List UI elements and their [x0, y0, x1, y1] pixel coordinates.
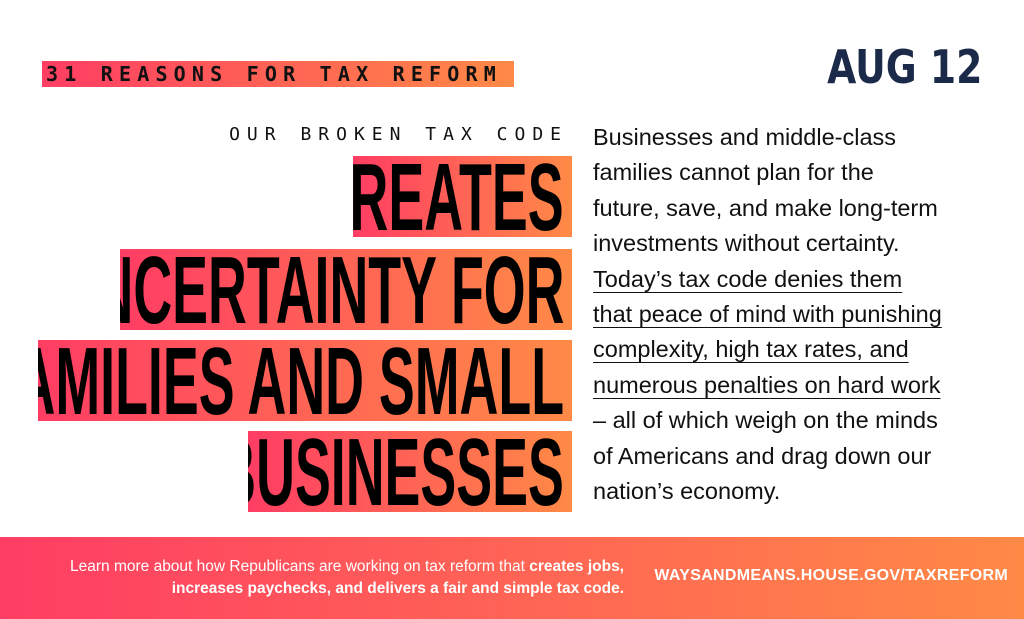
body-line: of Americans and drag down our — [593, 442, 932, 469]
footer-text-plain: Learn more about how Republicans are wor… — [70, 558, 530, 575]
body-line: nation’s economy. — [593, 478, 781, 505]
footer-url-link[interactable]: WAYSANDMEANS.HOUSE.GOV/TAXREFORM — [654, 567, 1008, 584]
body-line: Businesses and middle-class — [593, 124, 897, 150]
body-line: numerous penalties on hard work — [593, 371, 941, 398]
body-line: families cannot plan for the — [593, 159, 874, 186]
date-label: AUG 12 — [826, 40, 982, 94]
kicker: OUR BROKEN TAX CODE — [229, 124, 568, 145]
body-line: – all of which weigh on the minds — [593, 407, 938, 434]
body-text: Businesses and middle-class families cann… — [593, 120, 993, 509]
body-line: future, save, and make long-term — [593, 194, 938, 221]
footer-text: Learn more about how Republicans are wor… — [0, 556, 624, 600]
headline-line-1: CREATES — [353, 156, 572, 237]
headline-text: FAMILIES AND SMALL — [38, 340, 564, 421]
body-line: that peace of mind with punishing — [593, 301, 942, 328]
headline-line-4: BUSINESSES — [248, 431, 572, 512]
body-line: investments without certainty. — [593, 230, 900, 257]
footer-banner: Learn more about how Republicans are wor… — [0, 537, 1024, 619]
headline-text: BUSINESSES — [248, 431, 564, 512]
headline-text: CREATES — [353, 156, 564, 237]
headline-line-2: UNCERTAINTY FOR — [120, 249, 572, 330]
series-label: 31 REASONS FOR TAX REFORM — [42, 61, 514, 87]
body-line: complexity, high tax rates, and — [593, 336, 909, 363]
headline-line-3: FAMILIES AND SMALL — [38, 340, 572, 421]
footer-text-bold: creates jobs, increases paychecks, and d… — [171, 558, 624, 597]
headline-text: UNCERTAINTY FOR — [120, 249, 564, 330]
body-line: Today’s tax code denies them — [593, 265, 903, 292]
